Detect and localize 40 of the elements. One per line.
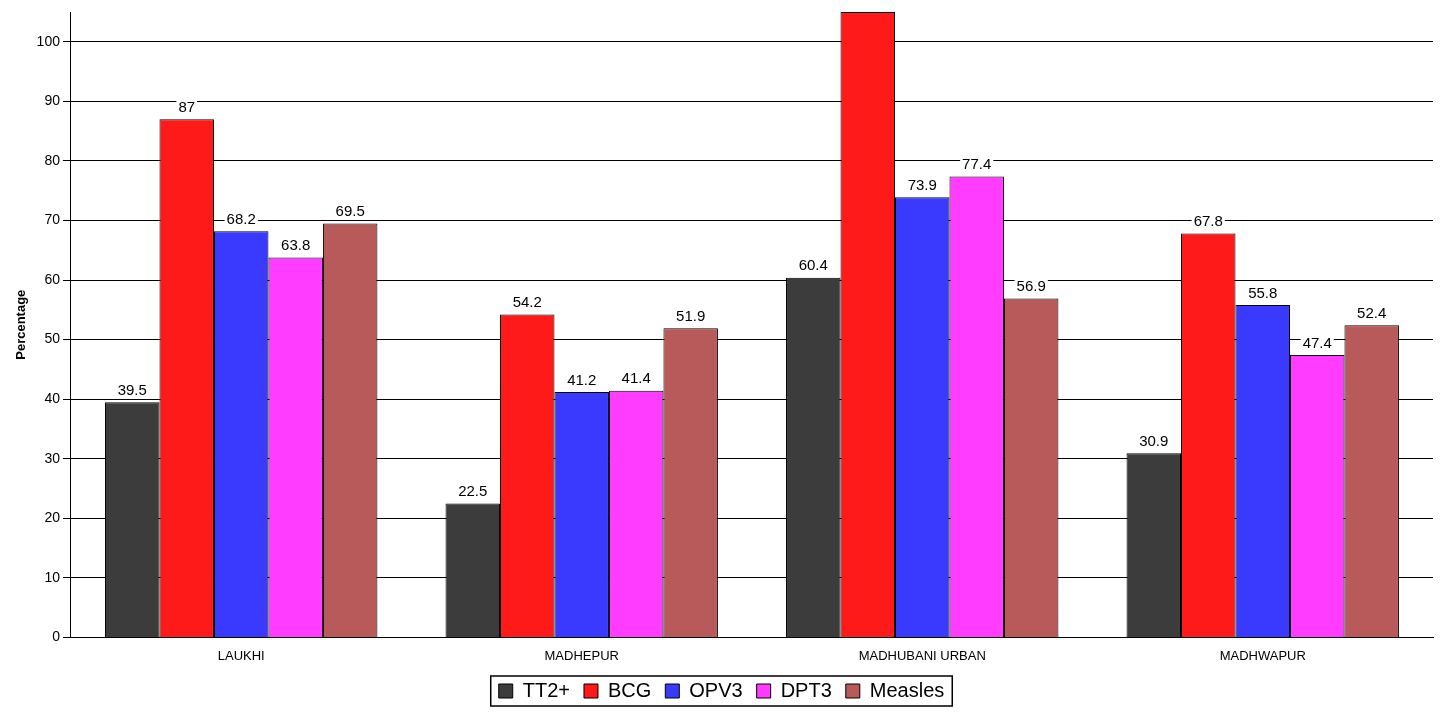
legend-label: TT2+ [522,678,570,701]
legend-label: OPV3 [689,678,743,701]
data-label: 55.8 [1248,283,1278,301]
data-label: 39.5 [117,380,147,398]
data-label: 77.4 [962,155,992,173]
data-label: 63.8 [281,236,311,254]
data-label: 41.4 [621,369,651,387]
data-label: 41.2 [567,370,597,388]
x-tick-label: MADHUBANI URBAN [858,647,986,663]
data-label: 87 [178,97,196,115]
y-tick-label: 0 [52,628,61,645]
x-tick-label: MADHWAPUR [1219,647,1306,663]
x-tick-label: MADHEPUR [544,647,619,663]
y-tick-label: 90 [44,92,61,109]
data-label: 69.5 [335,202,365,220]
y-tick-label: 60 [44,270,61,287]
y-tick-label: 20 [44,509,61,526]
data-label: 56.9 [1016,277,1046,295]
legend-label: DPT3 [780,678,832,701]
y-axis-title: Percentage [13,289,29,360]
y-tick-label: 30 [44,449,61,466]
y-tick-label: 70 [44,211,61,228]
data-label: 68.2 [226,209,256,227]
data-label: 67.8 [1193,212,1223,230]
y-tick-label: 40 [44,390,61,407]
data-label: 30.9 [1139,431,1169,449]
x-tick-label: LAUKHI [217,647,265,663]
data-label: 52.4 [1357,303,1387,321]
y-tick-label: 80 [44,151,61,168]
data-label: 54.2 [512,293,542,311]
y-tick-label: 100 [36,32,61,49]
data-label: 51.9 [676,306,706,324]
data-label: 60.4 [798,256,828,274]
legend-label: Measles [869,678,945,701]
data-label: 73.9 [907,175,937,193]
legend-label: BCG [607,678,652,701]
y-tick-label: 10 [44,568,61,585]
data-label: 47.4 [1302,333,1332,351]
y-tick-label: 50 [44,330,61,347]
data-label: 22.5 [458,482,488,500]
